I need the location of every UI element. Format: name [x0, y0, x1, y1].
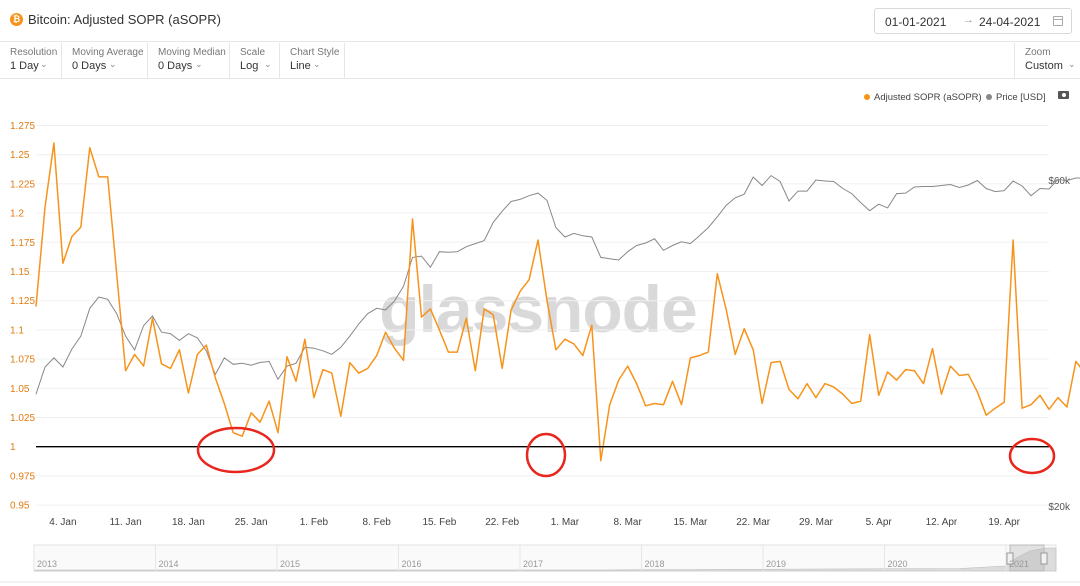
- y-tick-label: 0.975: [10, 471, 35, 482]
- chart-style-label: Chart Style: [290, 47, 340, 58]
- navigator-handle-right[interactable]: [1040, 552, 1048, 565]
- x-axis: 4. Jan 11. Jan 18. Jan 25. Jan 1. Feb 8. Feb 1…: [49, 517, 1020, 528]
- legend-item-price[interactable]: Price [USD]: [986, 92, 1046, 103]
- resolution-label: Resolution: [10, 47, 58, 58]
- annotation-circle: [1008, 437, 1056, 475]
- moving-average-select[interactable]: Moving Average 0 Days ⌄: [62, 43, 148, 79]
- bitcoin-icon: ₿: [10, 13, 23, 26]
- annotation-circle: [196, 426, 276, 474]
- zoom-label: Zoom: [1025, 47, 1051, 58]
- chart-style-value[interactable]: Line: [290, 60, 311, 72]
- calendar-icon[interactable]: [1053, 16, 1063, 26]
- chevron-down-icon[interactable]: ⌄: [264, 59, 272, 69]
- gridlines: [36, 125, 1049, 506]
- navigator-year-label: 2020: [888, 559, 908, 569]
- x-tick-label: 15. Feb: [422, 517, 456, 528]
- navigator-year-label: 2013: [37, 559, 57, 569]
- left-axis: 1.275 1.25 1.225 1.2 1.175 1.15 1.125 1.1 1.075 1…: [10, 121, 35, 512]
- x-tick-label: 22. Mar: [736, 517, 771, 528]
- x-tick-label: 4. Jan: [49, 517, 76, 528]
- price-tick-label: $60k: [1048, 176, 1071, 187]
- x-tick-label: 1. Feb: [300, 517, 329, 528]
- zoom-select[interactable]: Zoom Custom ⌄: [1014, 43, 1080, 79]
- x-tick-label: 5. Apr: [866, 517, 893, 528]
- y-tick-label: 1.275: [10, 121, 35, 132]
- resolution-select[interactable]: Resolution 1 Day ⌄: [0, 43, 62, 79]
- date-range-picker[interactable]: 01-01-2021 → 24-04-2021: [874, 8, 1072, 34]
- y-tick-label: 1.075: [10, 355, 35, 366]
- resolution-value[interactable]: 1 Day: [10, 60, 39, 72]
- chevron-down-icon[interactable]: ⌄: [195, 59, 203, 69]
- chart-controls: Resolution 1 Day ⌄ Moving Average 0 Days…: [0, 43, 1080, 79]
- x-tick-label: 18. Jan: [172, 517, 205, 528]
- x-tick-label: 8. Feb: [362, 517, 391, 528]
- chevron-down-icon[interactable]: ⌄: [1068, 59, 1076, 69]
- legend-dot-price: [986, 94, 992, 100]
- arrow-right-icon: →: [963, 14, 974, 26]
- annotation-circles: [196, 426, 1056, 478]
- navigator-year-label: 2014: [159, 559, 179, 569]
- scale-label: Scale: [240, 47, 266, 58]
- y-tick-label: 1.05: [10, 384, 30, 395]
- date-end-input[interactable]: 24-04-2021: [979, 15, 1041, 29]
- legend-label-asopr: Adjusted SOPR (aSOPR): [874, 92, 982, 103]
- navigator-selection[interactable]: [1009, 544, 1045, 572]
- navigator-year-label: 2017: [523, 559, 543, 569]
- navigator-year-label: 2015: [280, 559, 300, 569]
- time-navigator[interactable]: 2013 2014 2015 2016 2017 2018 2019 2020 2021: [0, 544, 1080, 583]
- y-tick-label: 1.175: [10, 238, 35, 249]
- y-tick-label: 1.225: [10, 179, 35, 190]
- legend-label-price: Price [USD]: [996, 92, 1046, 103]
- chevron-down-icon[interactable]: ⌄: [40, 59, 48, 69]
- x-tick-label: 19. Apr: [988, 517, 1020, 528]
- navigator-series: [33, 547, 1057, 572]
- chart-style-select[interactable]: Chart Style Line ⌄: [280, 43, 345, 79]
- watermark: glassnode: [379, 272, 696, 346]
- moving-average-label: Moving Average: [72, 47, 144, 58]
- price-tick-label: $20k: [1048, 502, 1071, 513]
- chevron-down-icon[interactable]: ⌄: [109, 59, 117, 69]
- x-tick-label: 29. Mar: [799, 517, 834, 528]
- zoom-value[interactable]: Custom: [1025, 60, 1063, 72]
- navigator-year-label: 2019: [766, 559, 786, 569]
- y-tick-label: 0.95: [10, 501, 30, 512]
- scale-select[interactable]: Scale Log ⌄: [230, 43, 280, 79]
- annotation-circle: [525, 432, 567, 478]
- legend-dot-asopr: [864, 94, 870, 100]
- camera-icon[interactable]: [1058, 91, 1069, 99]
- chevron-down-icon[interactable]: ⌄: [313, 59, 321, 69]
- y-tick-label: 1.025: [10, 413, 35, 424]
- navigator-year-label: 2018: [645, 559, 665, 569]
- date-start-input[interactable]: 01-01-2021: [885, 15, 947, 29]
- legend-item-asopr[interactable]: Adjusted SOPR (aSOPR): [864, 92, 982, 103]
- x-tick-label: 25. Jan: [235, 517, 268, 528]
- y-tick-label: 1.15: [10, 267, 30, 278]
- y-tick-label: 1.25: [10, 150, 30, 161]
- series-line-price: [35, 174, 1080, 395]
- x-tick-label: 1. Mar: [551, 517, 580, 528]
- moving-median-label: Moving Median: [158, 47, 226, 58]
- right-axis: $60k $20k: [1048, 176, 1071, 513]
- x-tick-label: 11. Jan: [110, 517, 142, 528]
- scale-value[interactable]: Log: [240, 60, 259, 72]
- y-tick-label: 1.125: [10, 296, 35, 307]
- moving-median-value[interactable]: 0 Days: [158, 60, 193, 72]
- title-bar: ₿ Bitcoin: Adjusted SOPR (aSOPR) 01-01-2…: [0, 0, 1080, 42]
- x-tick-label: 22. Feb: [485, 517, 519, 528]
- moving-average-value[interactable]: 0 Days: [72, 60, 107, 72]
- y-tick-label: 1.1: [10, 325, 24, 336]
- y-tick-label: 1.2: [10, 209, 24, 220]
- y-tick-label: 1: [10, 442, 16, 453]
- x-tick-label: 15. Mar: [673, 517, 708, 528]
- x-tick-label: 8. Mar: [613, 517, 642, 528]
- moving-median-select[interactable]: Moving Median 0 Days ⌄: [148, 43, 230, 79]
- navigator-year-label: 2021: [1009, 559, 1029, 569]
- page-title: Bitcoin: Adjusted SOPR (aSOPR): [28, 12, 221, 27]
- navigator-handle-left[interactable]: [1006, 552, 1014, 565]
- navigator-year-label: 2016: [402, 559, 422, 569]
- x-tick-label: 12. Apr: [926, 517, 958, 528]
